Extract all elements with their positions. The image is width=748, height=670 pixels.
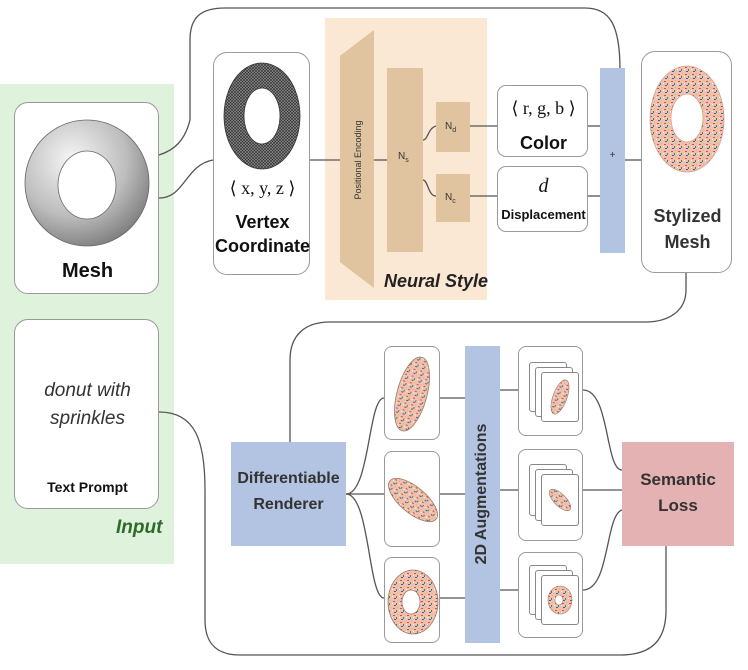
augmented-donut-icon bbox=[547, 585, 573, 615]
vertex-math: ⟨ x, y, z ⟩ bbox=[229, 178, 296, 198]
loss-label-line2: Loss bbox=[658, 496, 698, 515]
donut-render-icon bbox=[387, 569, 439, 635]
prompt-text-line1: donut with bbox=[44, 380, 131, 401]
input-section-label: Input bbox=[116, 517, 163, 538]
differentiable-renderer-block[interactable] bbox=[231, 442, 346, 546]
augmentations-block[interactable] bbox=[465, 346, 500, 643]
vertex-label-line2: Coordinate bbox=[214, 236, 310, 256]
nd-network-block[interactable] bbox=[436, 102, 470, 152]
nc-network-block[interactable] bbox=[436, 174, 470, 222]
donut-render-icon bbox=[388, 477, 438, 523]
mesh-card[interactable]: Mesh bbox=[14, 102, 159, 294]
torus-mesh-icon bbox=[24, 119, 150, 247]
augmented-donut-icon bbox=[548, 488, 572, 512]
ns-label: Ns bbox=[398, 151, 409, 164]
combine-bar[interactable] bbox=[600, 68, 625, 253]
color-output-card[interactable]: ⟨ r, g, b ⟩ Color bbox=[497, 85, 588, 157]
render-view-1[interactable] bbox=[384, 346, 440, 440]
ns-label-main: N bbox=[398, 151, 406, 162]
combine-symbol: + bbox=[609, 150, 616, 161]
render-view-3[interactable] bbox=[384, 557, 440, 643]
stylized-mesh-card[interactable]: Stylized Mesh bbox=[641, 51, 732, 273]
nc-label-main: N bbox=[445, 192, 453, 203]
color-label: Color bbox=[520, 133, 567, 153]
stylized-label-line2: Mesh bbox=[664, 232, 711, 252]
renderer-label-line1: Differentiable bbox=[237, 470, 340, 487]
augmented-donut-icon bbox=[550, 379, 570, 415]
neural-style-title: Neural Style bbox=[384, 271, 489, 291]
mesh-label: Mesh bbox=[61, 260, 114, 282]
text-prompt-card[interactable]: donut with sprinkles Text Prompt bbox=[14, 319, 159, 509]
nd-label: Nd bbox=[445, 121, 456, 134]
vertex-coordinate-card[interactable]: ⟨ x, y, z ⟩ Vertex Coordinate bbox=[213, 52, 310, 275]
nd-label-sub: d bbox=[452, 127, 457, 134]
nd-label-main: N bbox=[445, 121, 453, 132]
render-view-2[interactable] bbox=[384, 451, 440, 547]
ns-network-block[interactable] bbox=[387, 68, 423, 252]
wireframe-torus-icon bbox=[223, 62, 301, 170]
semantic-loss-block[interactable] bbox=[622, 442, 734, 546]
positional-encoding-label: Positional Encoding bbox=[353, 120, 363, 200]
renderer-label-line2: Renderer bbox=[253, 496, 324, 513]
prompt-text-line2: sprinkles bbox=[50, 408, 125, 429]
donut-render-icon bbox=[394, 356, 430, 432]
positional-encoding-block[interactable] bbox=[340, 30, 374, 288]
loss-label-line1: Semantic bbox=[640, 470, 716, 489]
ns-label-sub: s bbox=[405, 157, 409, 164]
displacement-math: d bbox=[538, 175, 549, 197]
displacement-label: Displacement bbox=[501, 207, 586, 222]
augmented-views-2[interactable] bbox=[518, 449, 583, 541]
displacement-output-card[interactable]: d Displacement bbox=[497, 166, 588, 232]
vertex-label-line1: Vertex bbox=[235, 212, 290, 232]
augmented-views-1[interactable] bbox=[518, 346, 583, 436]
stylized-label-line1: Stylized bbox=[653, 206, 722, 226]
stylized-torus-icon bbox=[649, 65, 725, 173]
nc-label: Nc bbox=[445, 192, 456, 205]
text-prompt-label: Text Prompt bbox=[47, 479, 128, 495]
color-math: ⟨ r, g, b ⟩ bbox=[511, 98, 576, 118]
nc-label-sub: c bbox=[452, 198, 456, 205]
augmentations-label: 2D Augmentations bbox=[473, 423, 490, 565]
augmented-views-3[interactable] bbox=[518, 552, 583, 638]
